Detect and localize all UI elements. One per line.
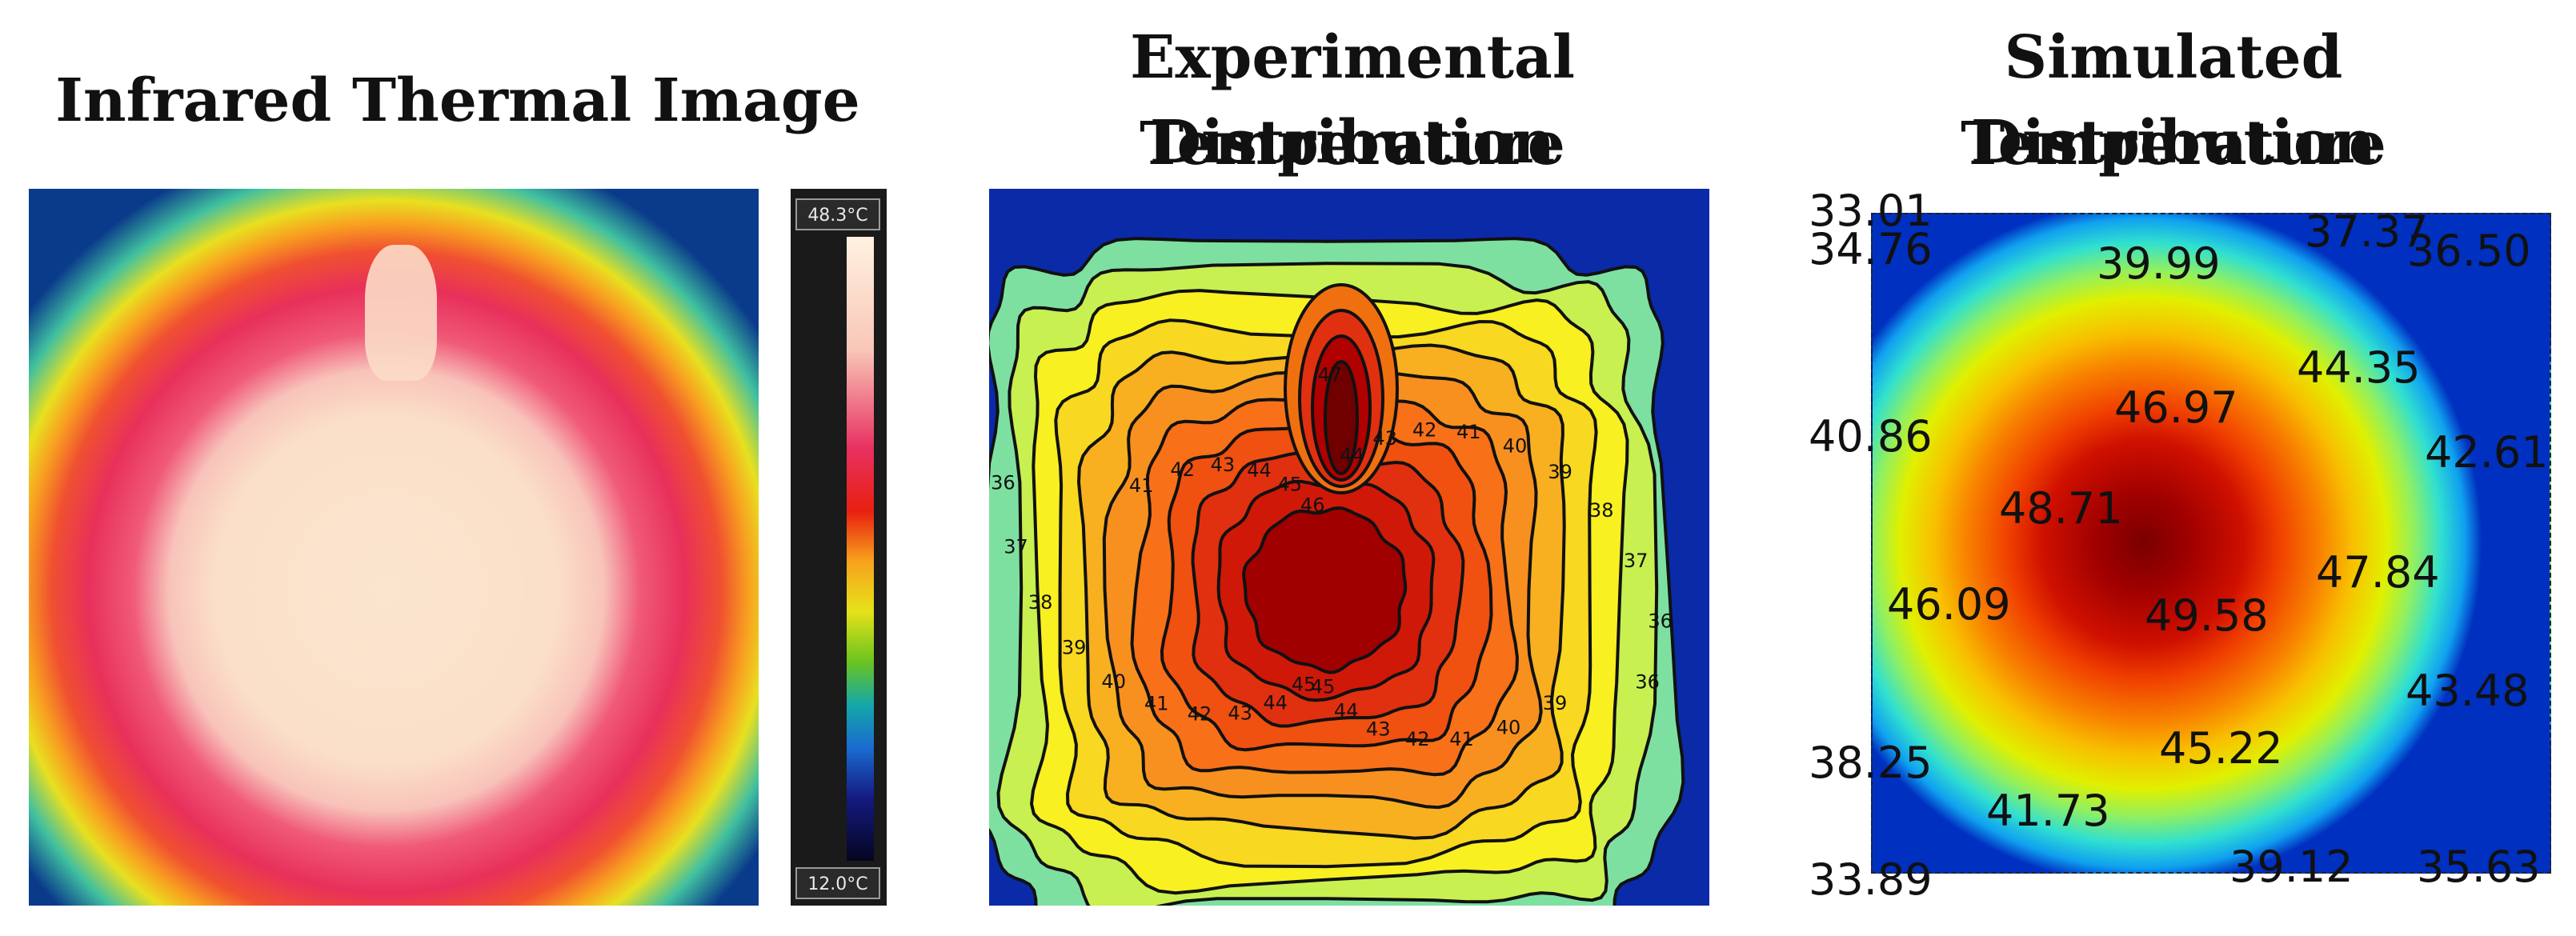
contour-label: 41 xyxy=(1456,421,1481,443)
sim-value: 43.48 xyxy=(2406,666,2530,716)
simulated-title-line2: Distribution xyxy=(1970,108,2377,177)
contour-label: 38 xyxy=(1589,499,1614,522)
contour-label: 40 xyxy=(1101,670,1126,693)
contour-line-42 xyxy=(1130,398,1520,777)
contour-label: 42 xyxy=(1405,728,1430,750)
hot-spike-contour xyxy=(1324,360,1359,475)
sim-value: 41.73 xyxy=(1986,786,2110,836)
contour-label: 41 xyxy=(1449,728,1474,750)
simulated-color-field xyxy=(1871,213,2551,874)
sim-value: 46.97 xyxy=(2114,382,2238,433)
contour-label: 36 xyxy=(991,472,1016,494)
sim-value: 48.71 xyxy=(1999,483,2123,534)
contour-label: 45 xyxy=(1292,674,1316,696)
experimental-title-line2: Distribution xyxy=(1149,108,1556,177)
contour-label: 40 xyxy=(1496,716,1521,738)
sim-value: 39.12 xyxy=(2229,842,2354,892)
sim-value: 33.01 xyxy=(1809,186,1933,236)
contour-label: 40 xyxy=(1503,434,1528,457)
contour-line-39 xyxy=(1054,318,1598,869)
contour-label: 36 xyxy=(1635,671,1660,694)
contour-label: 44 xyxy=(1264,691,1288,714)
thermal-hot-notch xyxy=(365,245,437,381)
thermal-title: Infrared Thermal Image xyxy=(55,66,860,135)
sim-value: 45.22 xyxy=(2159,723,2283,774)
experimental-title-line1: Experimental Temperature xyxy=(1130,23,1575,178)
sim-value: 44.35 xyxy=(2297,342,2421,393)
experimental-contour-plot: 36 39 40 41 42 43 44 45 45 44 43 42 41 40 39 38 37 36 41 42… xyxy=(965,189,1709,936)
contour-label: 42 xyxy=(1188,703,1212,726)
sim-value: 42.61 xyxy=(2425,427,2549,478)
contour-label: 37 xyxy=(1004,535,1028,558)
sim-value: 34.76 xyxy=(1809,224,1933,274)
contour-line-43 xyxy=(1160,424,1493,752)
contour-label: 45 xyxy=(1311,675,1336,698)
contour-line-44 xyxy=(1191,450,1465,728)
contour-label: 43 xyxy=(1211,454,1236,476)
contour-line-37 xyxy=(996,262,1659,918)
scale-min-label: 12.0°C xyxy=(795,867,880,899)
simulated-temperature-plot: 33.01 34.76 39.99 37.37 36.50 44.35 46.9… xyxy=(1809,186,2556,902)
sim-value: 40.86 xyxy=(1809,411,1933,462)
sim-value: 36.50 xyxy=(2407,226,2531,276)
contour-label: 36 xyxy=(1648,610,1673,632)
contour-label: 41 xyxy=(1144,693,1169,715)
contour-label: 42 xyxy=(1170,458,1195,481)
scale-color-gradient xyxy=(847,237,874,861)
temperature-scale-bar: 48.3°C 12.0°C xyxy=(791,189,887,906)
infrared-thermal-image xyxy=(29,189,759,906)
simulated-title-line1: Simulated Temperature xyxy=(1961,23,2386,178)
contour-label: 39 xyxy=(1062,637,1087,659)
contour-label: 46 xyxy=(1300,494,1325,516)
contour-label: 44 xyxy=(1247,459,1272,482)
contour-line-45 xyxy=(1216,479,1436,702)
contour-line-46 xyxy=(1242,506,1408,674)
contour-label: 44 xyxy=(1334,700,1359,722)
contour-label: 41 xyxy=(1129,474,1154,497)
contour-label: 42 xyxy=(1412,419,1437,442)
contour-line-41 xyxy=(1102,370,1543,810)
contour-label: 43 xyxy=(1228,702,1252,724)
contour-label: 43 xyxy=(1366,718,1391,740)
contour-label: 39 xyxy=(1548,461,1572,483)
contour-band-46 xyxy=(1244,508,1406,673)
sim-value: 33.89 xyxy=(1809,854,1933,905)
sim-value: 35.63 xyxy=(2417,842,2541,892)
sim-value: 46.09 xyxy=(1887,579,2011,630)
sim-value: 47.84 xyxy=(2316,547,2440,598)
sim-value: 37.37 xyxy=(2305,206,2429,257)
contour-line-layers xyxy=(965,237,1685,936)
contour-label: 47 xyxy=(1318,363,1343,386)
contour-label: 39 xyxy=(1543,692,1568,714)
contour-line-40 xyxy=(1076,343,1566,840)
scale-max-label: 48.3°C xyxy=(795,198,880,230)
contour-label: 38 xyxy=(1028,591,1053,614)
sim-value: 49.58 xyxy=(2145,590,2269,641)
contour-line-38 xyxy=(1029,289,1629,895)
contour-label: 45 xyxy=(1277,473,1302,495)
sim-value: 38.25 xyxy=(1809,738,1933,788)
contour-label: 44 xyxy=(1340,444,1364,466)
contour-label: 37 xyxy=(1624,550,1649,572)
sim-value: 39.99 xyxy=(2097,238,2221,289)
contour-label: 43 xyxy=(1372,427,1397,450)
